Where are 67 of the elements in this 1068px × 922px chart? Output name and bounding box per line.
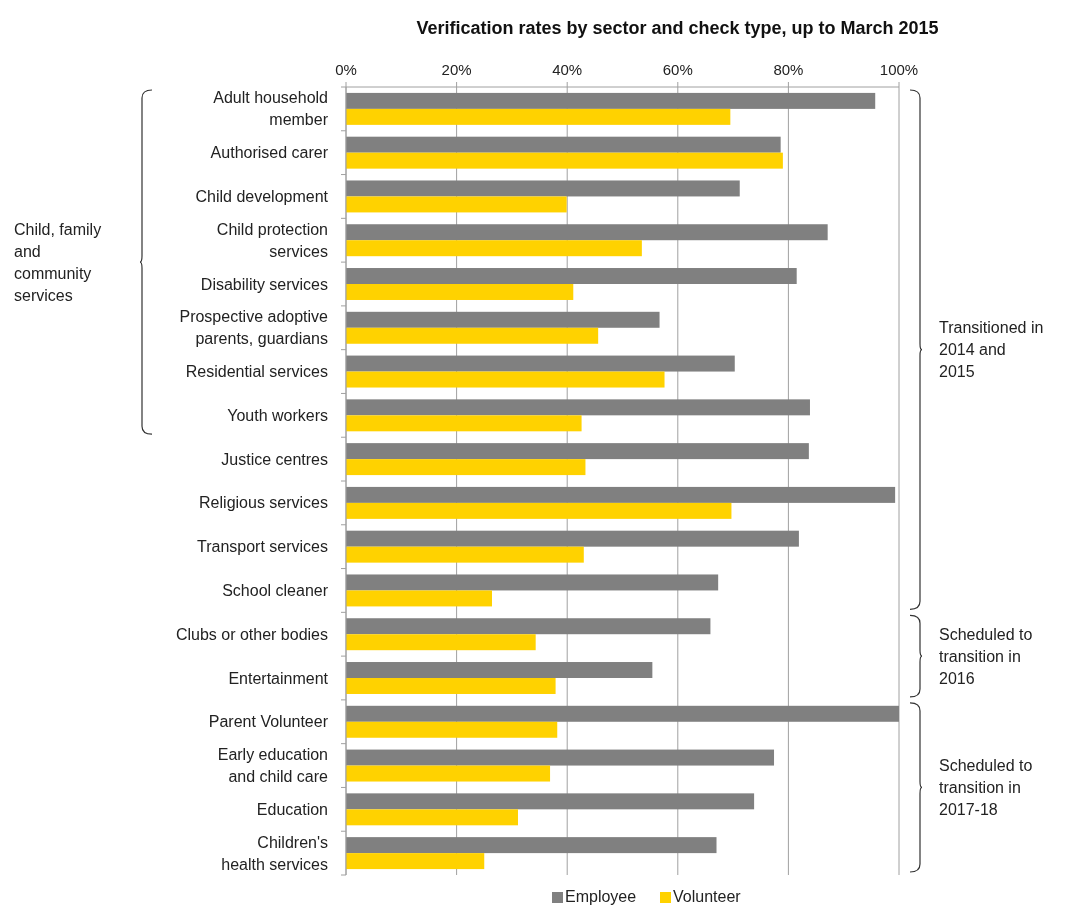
x-tick-label: 40%: [552, 61, 583, 78]
bar: [346, 502, 732, 519]
bar: [346, 268, 797, 284]
y-tick-label: Residential services: [185, 363, 328, 381]
x-tick-label: 0%: [335, 61, 357, 78]
bar: [346, 793, 755, 810]
text: Transitioned in 2014 and 2015: [939, 319, 1044, 381]
y-tick-label: Adult household member: [213, 89, 329, 129]
bar: [346, 459, 586, 476]
text: Scheduled to transition in 2017-18: [939, 757, 1033, 819]
bar: [346, 705, 899, 722]
bar: [346, 415, 582, 432]
y-tick-label: Parent Volunteer: [208, 713, 329, 731]
x-tick-label: 60%: [662, 61, 693, 78]
bar: [346, 443, 809, 460]
bar: [346, 311, 660, 328]
y-tick-label: Justice centres: [221, 450, 328, 468]
bar: [346, 618, 711, 635]
legend-label: Employee: [565, 888, 637, 905]
y-tick-label: Early education and child care: [217, 746, 329, 786]
y-tick-label: School cleaner: [222, 582, 329, 600]
y-tick-label: Education: [256, 800, 328, 818]
bar: [346, 837, 717, 854]
y-tick-label: Child protection services: [216, 220, 328, 260]
bar: [346, 530, 799, 547]
text: Scheduled to transition in 2016: [939, 625, 1033, 687]
bar: [346, 590, 492, 607]
bar: [346, 327, 599, 344]
bar: [346, 662, 653, 678]
bar: [346, 749, 775, 766]
y-tick-label: Transport services: [197, 538, 328, 556]
bar: [346, 196, 567, 213]
bar: [346, 224, 828, 241]
bar: [346, 399, 810, 416]
bar: [346, 853, 485, 870]
y-tick-label: Prospective adoptive parents, guardians: [179, 308, 329, 348]
y-tick-label: Children's health services: [221, 833, 328, 873]
y-tick-label: Child development: [195, 188, 329, 206]
y-tick-label: Clubs or other bodies: [175, 625, 328, 643]
bar: [346, 765, 551, 782]
y-tick-label: Disability services: [200, 275, 328, 293]
bar: [346, 284, 574, 300]
bar: [346, 136, 781, 153]
bar: [346, 371, 665, 388]
y-tick-label: Religious services: [199, 494, 328, 512]
bar: [346, 486, 896, 503]
text: Child, family and community services: [14, 220, 102, 304]
bar: [346, 721, 558, 738]
y-tick-label: Youth workers: [227, 406, 328, 424]
bar: [346, 355, 735, 372]
bar: [346, 240, 642, 257]
bar: [346, 809, 518, 826]
x-tick-label: 20%: [441, 61, 472, 78]
chart-title: Verification rates by sector and check type, up to March 2015: [416, 18, 939, 38]
bar: [346, 574, 719, 591]
bar: [346, 108, 731, 125]
bar: [346, 180, 740, 197]
bar: [346, 546, 584, 563]
legend-label: Volunteer: [673, 888, 742, 905]
y-tick-label: Authorised carer: [210, 144, 329, 162]
x-tick-label: 80%: [773, 61, 804, 78]
y-tick-label: Entertainment: [228, 669, 329, 687]
x-tick-label: 100%: [879, 61, 919, 78]
bar: [346, 152, 783, 169]
bar: [346, 678, 556, 694]
bar: [346, 92, 876, 109]
bar: [346, 634, 536, 651]
